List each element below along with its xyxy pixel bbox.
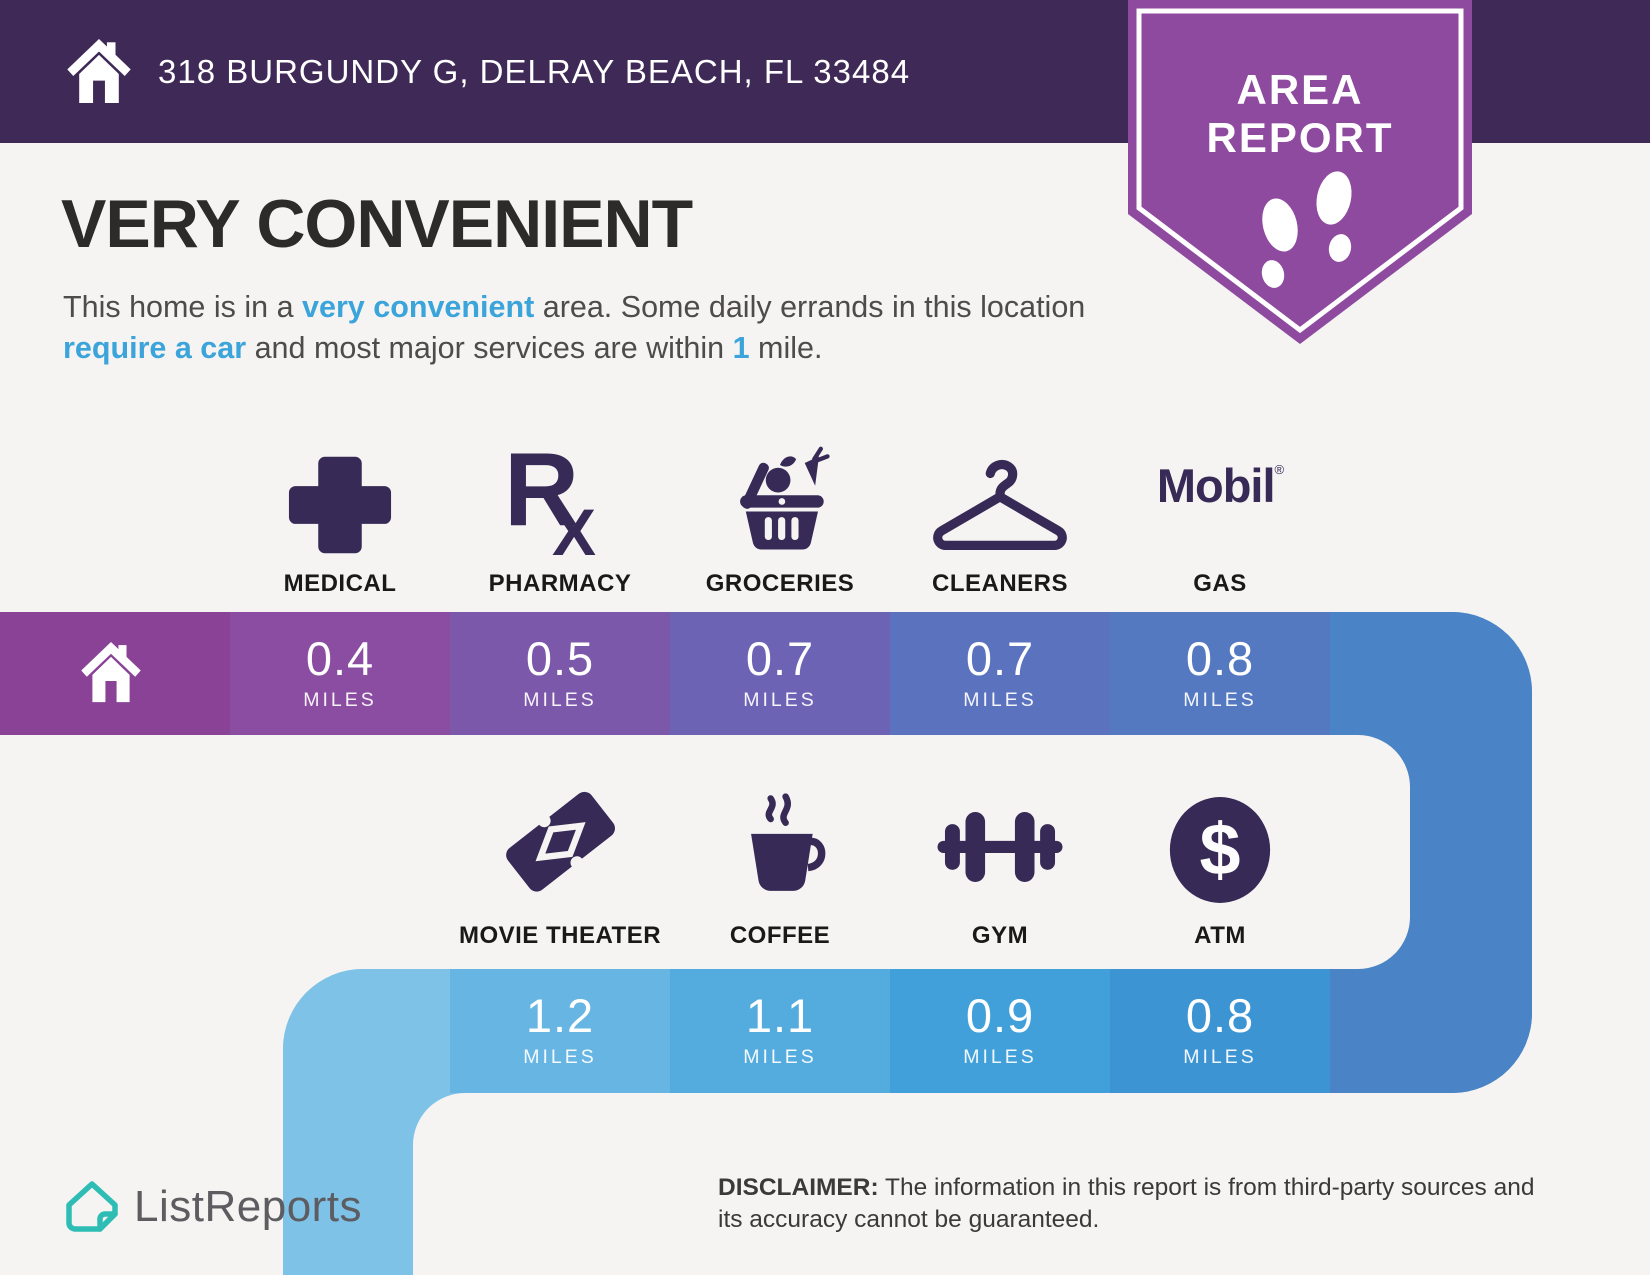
home-icon xyxy=(67,39,131,104)
distance-value: 0.7 xyxy=(965,632,1035,685)
distance-unit: MILES xyxy=(963,1046,1037,1068)
disclaimer: DISCLAIMER: The information in this repo… xyxy=(718,1172,1563,1237)
label-groceries: GROCERIES xyxy=(705,570,855,597)
listreports-logo: ListReports xyxy=(64,1178,362,1236)
summary-highlight-2: require a car xyxy=(63,330,247,365)
label-cleaners: CLEANERS xyxy=(931,570,1068,597)
disclaimer-label: DISCLAIMER: xyxy=(718,1174,879,1201)
band1-segment-cleaners xyxy=(890,612,1110,735)
atm-column: $ xyxy=(1110,775,1330,905)
band2-segment-movie-theater xyxy=(450,969,670,1093)
distance-gas: 0.8 MILES xyxy=(1110,612,1330,735)
band2-segment-connector-right xyxy=(1330,969,1532,1093)
rx-pharmacy-icon: R X xyxy=(504,437,596,557)
distance-value: 1.1 xyxy=(745,989,815,1042)
mobil-wordmark: Mobil xyxy=(1156,459,1276,512)
mobil-logo: Mobil® xyxy=(1156,458,1285,513)
distance-unit: MILES xyxy=(523,689,597,711)
property-address: 318 BURGUNDY G, DELRAY BEACH, FL 33484 xyxy=(158,53,911,90)
medical-cross-icon xyxy=(288,456,392,554)
distance-value: 0.8 xyxy=(1185,632,1255,685)
movie-ticket-icon xyxy=(506,791,615,892)
distance-groceries: 0.7 MILES xyxy=(670,612,890,735)
band1-segment-pharmacy xyxy=(450,612,670,735)
cleaners-column xyxy=(890,427,1110,557)
svg-text:R: R xyxy=(504,437,579,548)
summary-paragraph: This home is in a very convenient area. … xyxy=(63,287,1133,369)
label-coffee: COFFEE xyxy=(729,922,831,949)
summary-mid2: and most major services are within xyxy=(246,330,733,365)
distance-unit: MILES xyxy=(743,689,817,711)
band-connector-left xyxy=(283,969,413,1275)
band2-segment-atm xyxy=(1110,969,1330,1093)
mobil-trademark: ® xyxy=(1274,462,1285,477)
distance-value: 1.2 xyxy=(525,989,595,1042)
svg-text:X: X xyxy=(552,495,596,557)
badge-line1: AREA xyxy=(1236,66,1363,113)
disclaimer-text: The information in this report is from t… xyxy=(718,1174,1535,1234)
coffee-column xyxy=(670,775,890,905)
label-gym: GYM xyxy=(971,922,1029,949)
distance-value: 0.9 xyxy=(965,989,1035,1042)
summary-highlight-1: very convenient xyxy=(302,290,535,324)
summary-mid1: area. Some daily errands in this locatio… xyxy=(534,290,1086,324)
distance-gym: 0.9 MILES xyxy=(890,969,1110,1092)
distance-unit: MILES xyxy=(1183,689,1257,711)
summary-post: mile. xyxy=(749,330,823,365)
listreports-mark-icon xyxy=(66,1181,118,1232)
distance-atm: 0.8 MILES xyxy=(1110,969,1330,1092)
footprints-icon xyxy=(1261,171,1352,288)
distance-pharmacy: 0.5 MILES xyxy=(450,612,670,735)
distance-cleaners: 0.7 MILES xyxy=(890,612,1110,735)
grocery-basket-icon xyxy=(740,446,830,550)
area-report-badge: AREA REPORT xyxy=(1128,0,1472,344)
gas-column: Mobil® xyxy=(1110,427,1330,557)
gym-column xyxy=(890,775,1110,905)
badge-line2: REPORT xyxy=(1206,114,1393,161)
groceries-column xyxy=(670,427,890,557)
movie-theater-column xyxy=(450,775,670,905)
label-pharmacy: PHARMACY xyxy=(488,570,632,597)
distance-unit: MILES xyxy=(1183,1046,1257,1068)
distance-value: 0.4 xyxy=(305,632,375,685)
medical-column xyxy=(230,427,450,557)
summary-pre: This home is in a xyxy=(63,290,303,324)
band-home-icon xyxy=(81,642,141,703)
distance-unit: MILES xyxy=(743,1046,817,1068)
band1-segment-medical xyxy=(230,612,450,735)
distance-value: 0.8 xyxy=(1185,989,1255,1042)
page-title: VERY CONVENIENT xyxy=(61,186,693,262)
label-movie-theater: MOVIE THEATER xyxy=(458,922,662,949)
listreports-wordmark: ListReports xyxy=(134,1182,363,1231)
label-gas: GAS xyxy=(1193,570,1247,597)
distance-band-1 xyxy=(0,612,1532,735)
svg-text:$: $ xyxy=(1199,808,1240,891)
summary-highlight-3: 1 xyxy=(732,330,750,365)
pharmacy-column: R X xyxy=(450,427,670,557)
distance-value: 0.5 xyxy=(525,632,595,685)
distance-movie-theater: 1.2 MILES xyxy=(450,969,670,1092)
label-medical: MEDICAL xyxy=(283,570,397,597)
dumbbell-icon xyxy=(937,811,1063,882)
clothes-hanger-icon xyxy=(933,459,1067,550)
distance-medical: 0.4 MILES xyxy=(230,612,450,735)
distance-unit: MILES xyxy=(303,689,377,711)
distance-unit: MILES xyxy=(963,689,1037,711)
coffee-cup-icon xyxy=(751,793,826,891)
band2-segment-gym xyxy=(890,969,1110,1093)
distance-coffee: 1.1 MILES xyxy=(670,969,890,1092)
band1-segment-gas xyxy=(1110,612,1330,735)
label-atm: ATM xyxy=(1194,922,1246,949)
band2-segment-coffee xyxy=(670,969,890,1093)
distance-unit: MILES xyxy=(523,1046,597,1068)
distance-value: 0.7 xyxy=(745,632,815,685)
band1-segment-groceries xyxy=(670,612,890,735)
dollar-circle-icon: $ xyxy=(1169,797,1271,903)
band-below-cut xyxy=(413,1093,1063,1275)
